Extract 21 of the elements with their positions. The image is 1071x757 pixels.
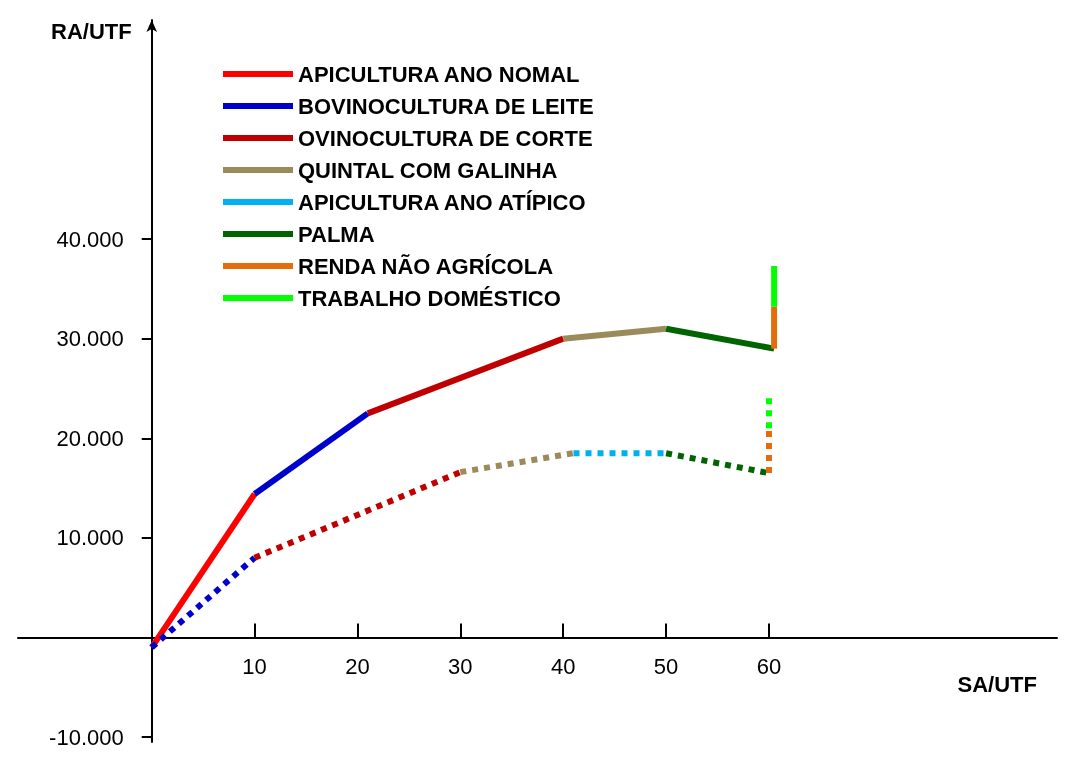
y-tick-label: 40.000 xyxy=(56,226,124,252)
x-tick-label: 40 xyxy=(550,654,576,680)
legend-label: RENDA NÃO AGRÍCOLA xyxy=(298,253,554,279)
x-tick-label: 20 xyxy=(345,654,370,680)
x-tick-label: 60 xyxy=(756,654,782,680)
legend-label: OVINOCULTURA DE CORTE xyxy=(298,125,593,151)
legend-label: APICULTURA ANO ATÍPICO xyxy=(298,189,586,215)
legend-label: BOVINOCULTURA DE LEITE xyxy=(298,93,594,119)
y-tick-label: 20.000 xyxy=(56,425,124,451)
legend-label: QUINTAL COM GALINHA xyxy=(298,157,558,183)
y-tick-label: 30.000 xyxy=(56,326,124,352)
legend-label: TRABALHO DOMÉSTICO xyxy=(298,285,561,311)
legend-label: PALMA xyxy=(298,221,375,247)
y-axis-title: RA/UTF xyxy=(51,18,132,44)
x-tick-label: 30 xyxy=(448,654,473,680)
x-axis-title: SA/UTF xyxy=(957,671,1037,697)
y-tick-label: -10.000 xyxy=(49,724,124,750)
x-tick-label: 10 xyxy=(242,654,267,680)
legend-label: APICULTURA ANO NOMAL xyxy=(298,61,580,87)
x-tick-label: 50 xyxy=(653,654,679,680)
y-tick-label: 10.000 xyxy=(56,525,124,551)
